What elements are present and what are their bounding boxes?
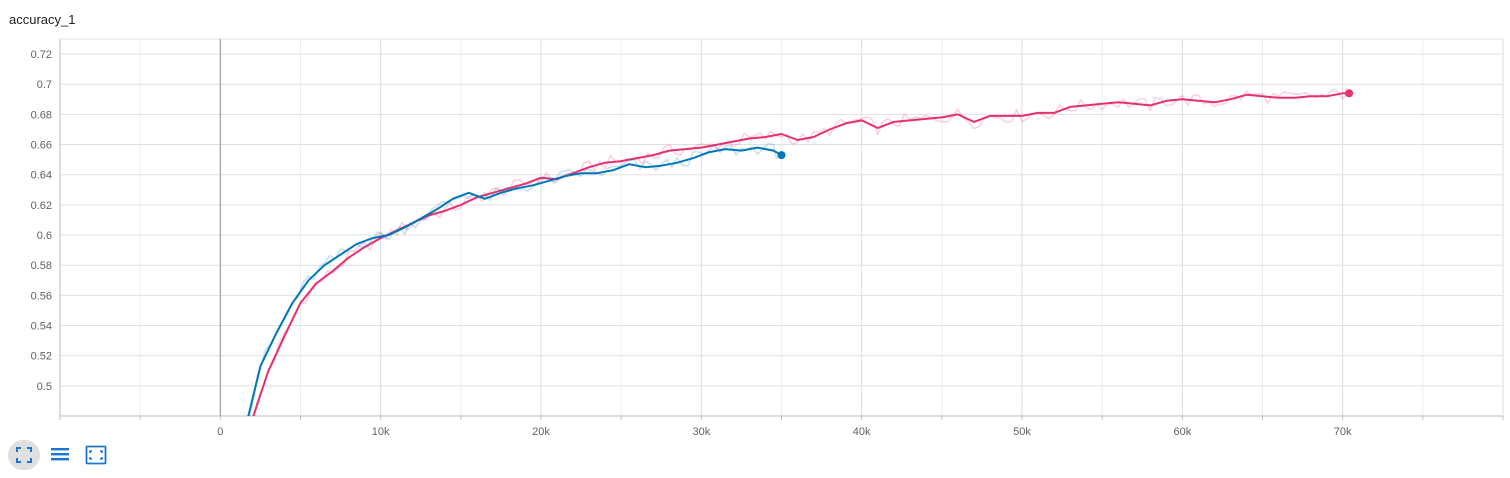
y-tick-label: 0.7 — [37, 79, 52, 91]
x-tick-label: 40k — [853, 426, 871, 438]
x-tick-label: 70k — [1334, 426, 1352, 438]
expand-button[interactable] — [8, 440, 40, 470]
fit-domain-button[interactable] — [80, 440, 112, 470]
y-tick-label: 0.5 — [37, 381, 52, 393]
y-tick-label: 0.62 — [31, 200, 52, 212]
y-tick-label: 0.72 — [31, 49, 52, 61]
y-tick-label: 0.56 — [31, 290, 52, 302]
series-end-point — [1345, 89, 1354, 98]
x-tick-label: 10k — [372, 426, 390, 438]
series-group — [247, 142, 783, 416]
y-tick-label: 0.54 — [31, 321, 52, 333]
series-line — [247, 146, 783, 416]
fit-domain-icon — [85, 445, 107, 465]
series-line — [252, 92, 1351, 416]
data-list-button[interactable] — [44, 440, 76, 470]
expand-icon — [16, 447, 32, 463]
axis-layer — [59, 39, 1504, 420]
chart-toolbar — [8, 440, 112, 470]
series-raw-line — [253, 87, 1348, 416]
x-tick-label: 0 — [217, 426, 223, 438]
series-end-point — [777, 151, 786, 160]
list-icon — [51, 448, 69, 461]
y-tick-label: 0.68 — [31, 109, 52, 121]
y-tick-label: 0.58 — [31, 260, 52, 272]
x-tick-label: 30k — [692, 426, 710, 438]
series-layer — [247, 87, 1354, 416]
y-tick-label: 0.6 — [37, 230, 52, 242]
x-tick-label: 60k — [1173, 426, 1191, 438]
x-tick-label: 50k — [1013, 426, 1031, 438]
tick-label-layer: 0 10k 20k 30k 40k 50k 60k 70k 0.5 0.52 0.54 0.56 0.5… — [31, 49, 1352, 438]
y-tick-label: 0.64 — [31, 170, 52, 182]
y-tick-label: 0.66 — [31, 140, 52, 152]
y-tick-label: 0.52 — [31, 351, 52, 363]
x-tick-label: 20k — [532, 426, 550, 438]
chart-title: accuracy_1 — [9, 12, 76, 27]
grid-layer — [59, 38, 1504, 416]
series-raw-line — [248, 142, 780, 416]
series-group — [252, 87, 1351, 416]
accuracy-chart[interactable]: 0 10k 20k 30k 40k 50k 60k 70k 0.5 0.52 0.54 0.56 0.5… — [0, 0, 1510, 438]
